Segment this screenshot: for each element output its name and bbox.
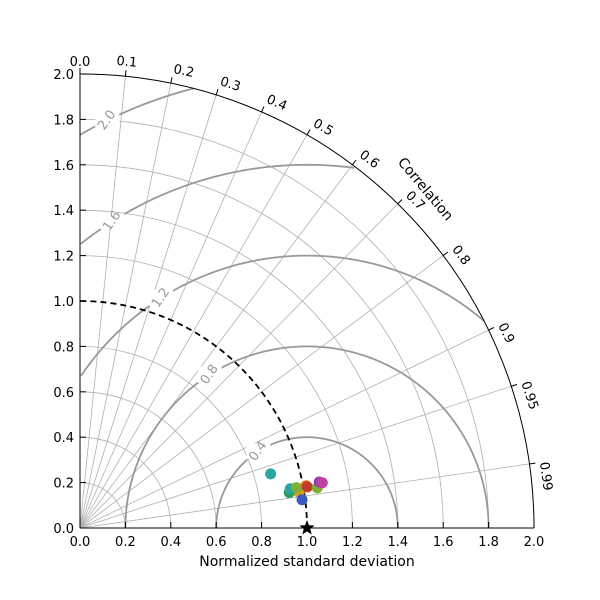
std-arc [79, 346, 262, 529]
correlation-tick-mark [306, 129, 311, 136]
correlation-tick-mark [529, 462, 536, 465]
rms-contour [80, 163, 355, 245]
rms-contour-layer [79, 87, 490, 529]
correlation-tick-label: 0.8 [448, 243, 472, 269]
y-tick-label: 1.4 [53, 204, 74, 219]
correlation-tick-label: 0.9 [494, 321, 517, 346]
correlation-tick-label: 0.0 [70, 55, 91, 70]
correlation-tick-mark [215, 89, 219, 96]
correlation-tick-mark [351, 159, 357, 166]
rms-label-background [246, 443, 271, 460]
correlation-ray [79, 94, 217, 529]
correlation-tick-mark [488, 327, 495, 331]
x-tick-label: 0.6 [206, 535, 227, 550]
rms-label-background [100, 213, 125, 230]
data-point [316, 477, 328, 489]
std-arc [79, 255, 353, 529]
data-point [296, 494, 308, 506]
y-tick-label: 1.2 [53, 250, 74, 265]
correlation-ray [79, 134, 308, 529]
frame-layer [79, 68, 536, 529]
y-tick-label: 0.6 [53, 386, 74, 401]
rms-contour [124, 345, 490, 529]
correlation-tick-mark [124, 70, 127, 77]
correlation-tick-label: 0.1 [116, 54, 138, 71]
data-point [265, 468, 277, 480]
rms-contour [80, 254, 485, 377]
std-arc [79, 482, 126, 529]
x-tick-label: 1.2 [342, 535, 363, 550]
points-layer [265, 468, 328, 535]
x-tick-label: 0.4 [160, 535, 181, 550]
y-tick-label: 0.4 [53, 431, 74, 446]
correlation-tick-label: 0.95 [517, 380, 540, 412]
data-point [290, 482, 302, 494]
rms-contour-label: 2.0 [95, 108, 119, 134]
correlation-ray [79, 255, 444, 529]
y-tick-label: 2.0 [53, 68, 74, 83]
y-tick-label: 1.0 [53, 295, 74, 310]
correlation-tick-mark [511, 383, 518, 387]
correlation-tick-mark [442, 251, 449, 257]
correlation-tick-label: 0.6 [356, 148, 382, 172]
x-tick-label: 0.2 [115, 535, 136, 550]
correlation-tick-label: 0.99 [536, 461, 555, 492]
correlation-tick-label: 0.5 [310, 116, 335, 139]
x-axis-label: Normalized standard deviation [199, 554, 414, 570]
x-tick-label: 1.0 [297, 535, 318, 550]
correlation-tick-mark [397, 199, 403, 205]
grid-layer [79, 76, 530, 529]
rms-contour-label: 1.2 [149, 285, 173, 311]
y-tick-label: 1.6 [53, 159, 74, 174]
std-arc [79, 391, 217, 529]
data-point [301, 481, 313, 493]
outer-arc [79, 73, 535, 529]
reference-star-marker [299, 520, 315, 535]
x-tick-label: 0.0 [70, 535, 91, 550]
rms-contour [215, 436, 399, 528]
std-arc [79, 209, 399, 529]
label-layer: 0.0 0.1 0.20.30.40.50.60.70.80.90.950.990.… [53, 54, 555, 550]
correlation-tick-label: 0.4 [264, 92, 289, 114]
x-tick-label: 1.8 [478, 535, 499, 550]
rms-label-background [149, 290, 174, 307]
x-tick-label: 1.6 [433, 535, 454, 550]
x-tick-label: 1.4 [387, 535, 408, 550]
correlation-tick-mark [261, 106, 265, 113]
rms-contour-label: 0.4 [246, 439, 270, 465]
y-tick-label: 0.2 [53, 477, 74, 492]
correlation-tick-label: 0.2 [172, 62, 195, 81]
reference-std-arc [79, 300, 308, 529]
correlation-tick-label: 0.3 [218, 74, 242, 95]
y-tick-label: 0.0 [53, 522, 74, 537]
correlation-tick-mark [170, 77, 173, 84]
std-arc [79, 119, 489, 529]
y-tick-label: 1.8 [53, 113, 74, 128]
rms-label-background [95, 112, 120, 129]
y-tick-label: 0.8 [53, 340, 74, 355]
correlation-axis-label: Correlation [394, 155, 456, 224]
x-tick-label: 0.8 [251, 535, 272, 550]
rms-label-background [197, 366, 222, 383]
x-tick-label: 2.0 [524, 535, 545, 550]
std-arc [79, 164, 444, 529]
